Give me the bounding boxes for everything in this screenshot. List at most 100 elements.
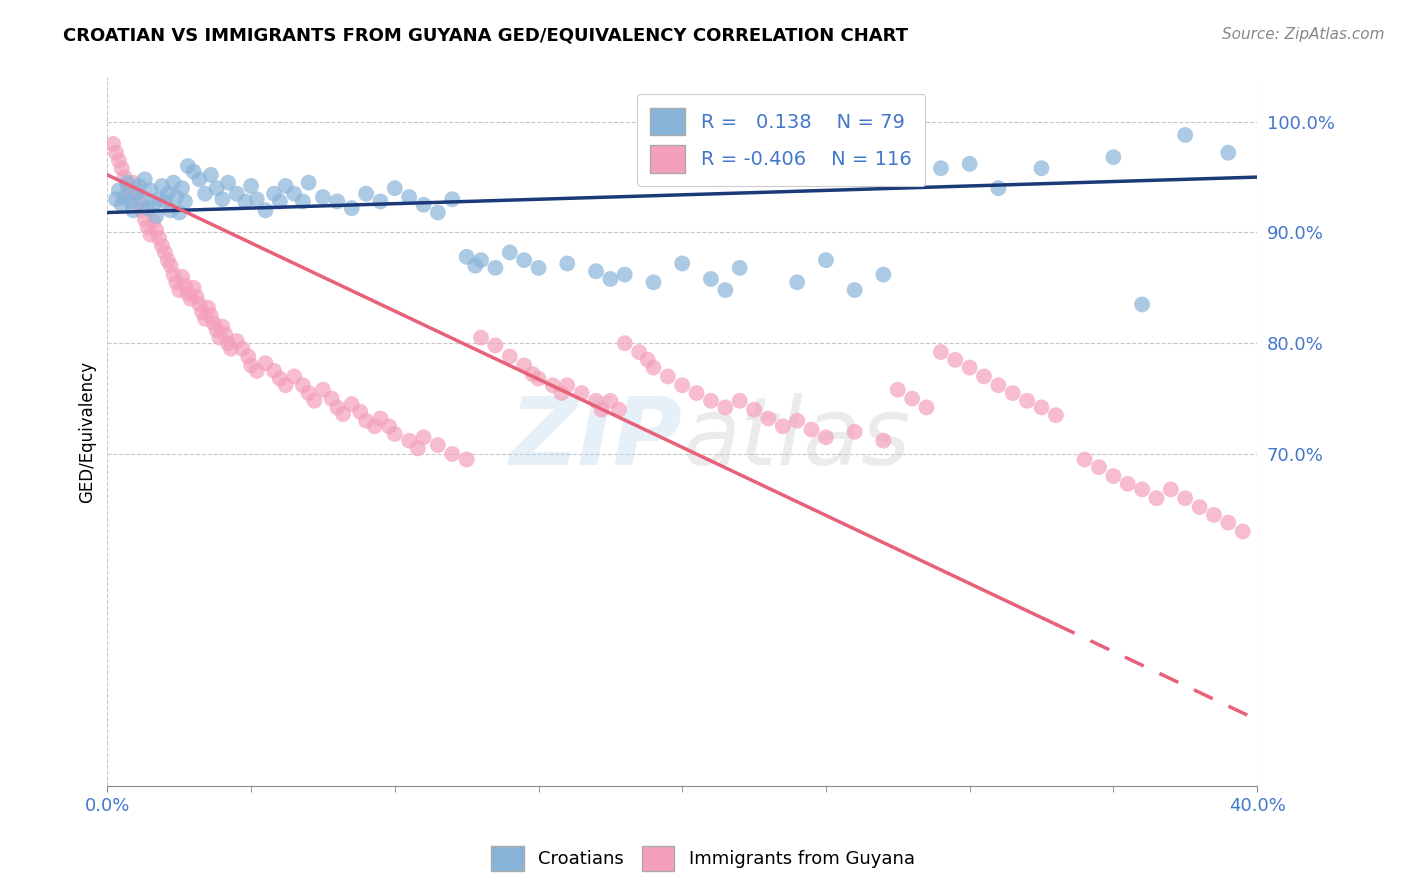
Point <box>714 401 737 415</box>
Point <box>354 186 377 201</box>
Point <box>291 378 314 392</box>
Point <box>101 136 124 151</box>
Point <box>973 369 995 384</box>
Point <box>550 386 572 401</box>
Point <box>225 334 247 348</box>
Point <box>274 378 297 392</box>
Point <box>111 198 134 212</box>
Point <box>363 419 385 434</box>
Point <box>108 183 131 197</box>
Point <box>200 309 222 323</box>
Point <box>786 275 808 289</box>
Point <box>1174 491 1197 506</box>
Point <box>269 371 291 385</box>
Point <box>1116 476 1139 491</box>
Point <box>205 323 228 337</box>
Point <box>728 393 751 408</box>
Point <box>254 356 277 370</box>
Point <box>240 359 263 373</box>
Point <box>211 319 233 334</box>
Point <box>1045 408 1067 422</box>
Point <box>700 272 723 286</box>
Point <box>145 209 167 223</box>
Point <box>628 345 651 359</box>
Point <box>205 181 228 195</box>
Point <box>150 239 173 253</box>
Point <box>398 190 420 204</box>
Point <box>464 259 486 273</box>
Point <box>1088 460 1111 475</box>
Point <box>304 393 326 408</box>
Point <box>887 383 910 397</box>
Point <box>114 170 136 185</box>
Point <box>183 281 205 295</box>
Point <box>398 434 420 448</box>
Point <box>349 405 371 419</box>
Point <box>125 186 148 201</box>
Point <box>125 183 148 197</box>
Text: ZIP: ZIP <box>509 392 682 485</box>
Point <box>959 157 981 171</box>
Point <box>742 402 765 417</box>
Legend: R =   0.138    N = 79, R = -0.406    N = 116: R = 0.138 N = 79, R = -0.406 N = 116 <box>637 95 925 186</box>
Point <box>111 161 134 176</box>
Point <box>340 397 363 411</box>
Point <box>555 378 578 392</box>
Point <box>772 419 794 434</box>
Point <box>426 438 449 452</box>
Point <box>1001 386 1024 401</box>
Point <box>714 283 737 297</box>
Point <box>527 371 550 385</box>
Point <box>139 183 162 197</box>
Point <box>208 331 231 345</box>
Point <box>117 176 139 190</box>
Point <box>332 407 354 421</box>
Point <box>943 352 966 367</box>
Point <box>186 290 208 304</box>
Text: CROATIAN VS IMMIGRANTS FROM GUYANA GED/EQUIVALENCY CORRELATION CHART: CROATIAN VS IMMIGRANTS FROM GUYANA GED/E… <box>63 27 908 45</box>
Point <box>148 192 170 206</box>
Point <box>142 198 165 212</box>
Point <box>1218 145 1240 160</box>
Point <box>326 401 349 415</box>
Point <box>217 336 239 351</box>
Point <box>378 419 401 434</box>
Point <box>671 378 693 392</box>
Point <box>987 181 1010 195</box>
Point <box>233 194 256 209</box>
Point <box>527 260 550 275</box>
Point <box>194 186 217 201</box>
Point <box>484 260 506 275</box>
Point <box>142 214 165 228</box>
Text: atlas: atlas <box>682 393 911 484</box>
Point <box>1188 500 1211 514</box>
Point <box>197 301 219 315</box>
Point <box>263 364 285 378</box>
Point <box>145 223 167 237</box>
Point <box>929 161 952 176</box>
Point <box>901 164 924 178</box>
Point <box>470 253 492 268</box>
Point <box>120 186 142 201</box>
Point <box>153 245 176 260</box>
Point <box>165 275 187 289</box>
Point <box>571 386 593 401</box>
Point <box>513 253 536 268</box>
Point <box>613 268 636 282</box>
Point <box>122 203 145 218</box>
Point <box>131 192 153 206</box>
Point <box>591 402 613 417</box>
Point <box>297 386 319 401</box>
Point <box>114 190 136 204</box>
Point <box>484 338 506 352</box>
Point <box>384 427 406 442</box>
Point <box>1202 508 1225 522</box>
Point <box>1130 483 1153 497</box>
Point <box>406 442 429 456</box>
Point <box>1031 401 1053 415</box>
Point <box>901 392 924 406</box>
Point <box>194 311 217 326</box>
Point <box>219 342 242 356</box>
Point <box>728 260 751 275</box>
Point <box>340 201 363 215</box>
